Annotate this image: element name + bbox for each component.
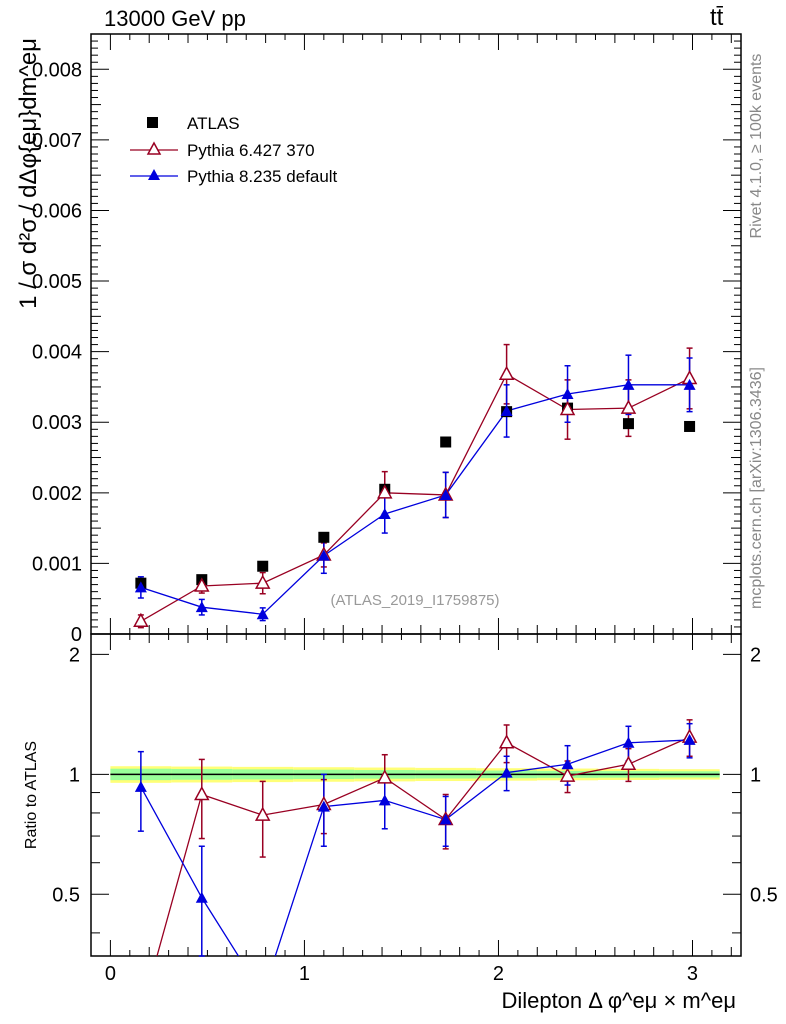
pythia6-point (194, 577, 210, 592)
pythia6-point (498, 365, 515, 380)
ratio-pythia8-point (195, 891, 208, 903)
ratio-pythia6-point (498, 734, 515, 749)
ratio-y-tick-label: 2 (69, 644, 80, 666)
pythia6-point (559, 400, 576, 416)
atlas-point (257, 560, 269, 572)
x-axis-title: Dilepton Δ φ^eμ × m^eμ (501, 988, 736, 1013)
x-tick-label: 0 (105, 963, 116, 985)
y-tick-label: 0.006 (32, 200, 82, 222)
series-line-pythia6 (140, 373, 690, 622)
legend-marker-pythia6 (146, 141, 162, 155)
ratio-pythia8-point (683, 733, 696, 745)
pythia8-point (256, 608, 269, 620)
ratio-pythia6-point (377, 769, 393, 784)
atlas-point (622, 418, 634, 430)
pythia6-point (377, 484, 393, 499)
x-tick-label: 3 (687, 963, 698, 985)
pythia8-point (683, 378, 696, 390)
ratio-pythia8-point (439, 813, 452, 825)
x-tick-label: 2 (493, 963, 504, 985)
ratio-y-tick-label: 1 (69, 764, 80, 786)
ratio-pythia8-point (500, 766, 513, 778)
ratio-pythia8-point (561, 758, 574, 770)
y-tick-label: 0.001 (32, 553, 82, 575)
pythia8-point (134, 581, 147, 593)
main-y-axis-title: 1 / σ d²σ / dΔφ{eμ}dm^eμ (15, 38, 42, 309)
y-tick-label: 0.008 (32, 59, 82, 81)
pythia8-point (195, 601, 208, 613)
y-tick-label: 0 (71, 624, 82, 646)
pythia8-point (622, 378, 635, 390)
legend-marker-atlas (147, 117, 158, 128)
y-tick-label: 0.003 (32, 412, 82, 434)
series-line-pythia8 (140, 384, 690, 615)
atlas-point (684, 420, 696, 432)
pythia8-point (317, 549, 330, 561)
legend-label-atlas: ATLAS (187, 114, 240, 133)
legend-label-pythia6: Pythia 6.427 370 (187, 141, 315, 160)
ratio-y-tick-label: 0.5 (52, 884, 80, 906)
ratio-line-pythia8 (140, 739, 690, 956)
ratio-pythia8-point (134, 780, 147, 792)
pythia6-point (620, 399, 637, 414)
ratio-pythia8-point (622, 736, 635, 748)
x-tick-label: 1 (299, 963, 310, 985)
y-tick-label: 0.007 (32, 130, 82, 152)
pythia8-point (561, 388, 574, 399)
legend: ATLAS Pythia 6.427 370 Pythia 8.235 defa… (130, 114, 338, 186)
energy-label: 13000 GeV pp (104, 6, 246, 31)
ratio-pythia8-point (317, 800, 330, 812)
atlas-point (318, 531, 330, 543)
pythia6-point (133, 612, 149, 628)
ratio-pythia6-point (620, 755, 637, 770)
analysis-watermark: (ATLAS_2019_I1759875) (330, 592, 499, 609)
process-label: tt̄ (710, 4, 724, 31)
ratio-pythia8-point (378, 794, 391, 806)
pythia6-point (254, 574, 271, 589)
ratio-pythia6-point (254, 806, 271, 821)
ratio-y-tick-label-right: 0.5 (750, 884, 778, 906)
atlas-point (440, 436, 452, 448)
legend-marker-pythia8 (148, 169, 160, 180)
ratio-pythia6-point (559, 767, 576, 782)
ratio-panel-frame (90, 633, 742, 957)
ratio-pythia6-point (194, 785, 210, 801)
pythia8-point (378, 508, 391, 519)
y-tick-label: 0.005 (32, 271, 82, 293)
ratio-y-tick-label-right: 2 (750, 644, 761, 666)
legend-label-pythia8: Pythia 8.235 default (187, 167, 338, 186)
y-tick-label: 0.002 (32, 483, 82, 505)
ratio-y-axis-title: Ratio to ATLAS (23, 741, 40, 849)
pythia8-point (500, 404, 513, 416)
ratio-y-tick-label-right: 1 (750, 764, 761, 786)
pythia8-point (439, 488, 452, 500)
y-tick-label: 0.004 (32, 342, 82, 364)
ratio-line-pythia6 (156, 736, 690, 956)
